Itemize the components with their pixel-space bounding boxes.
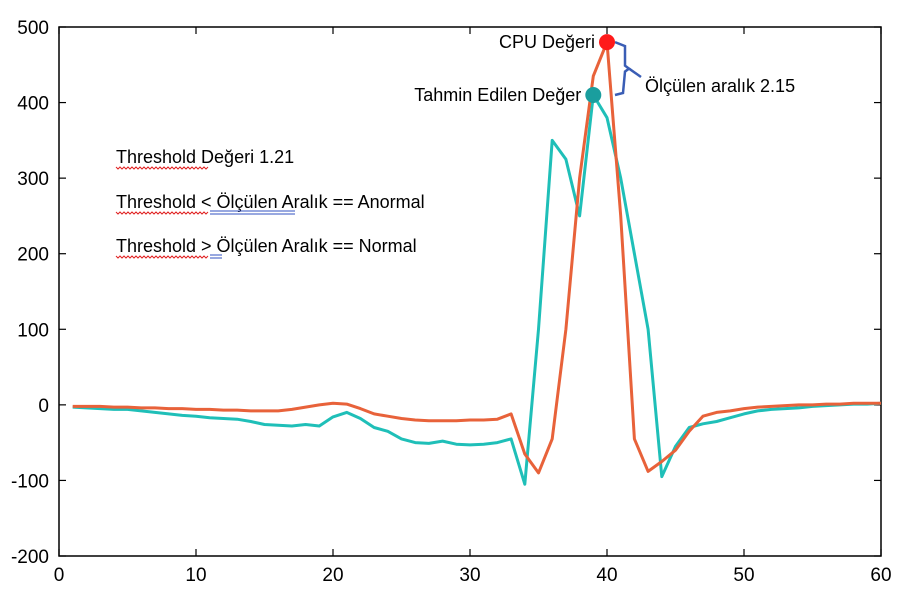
- marker-label: CPU Değeri: [499, 32, 595, 52]
- marker-point: [585, 87, 602, 104]
- markers: CPU Değeri Tahmin Edilen Değer: [414, 32, 642, 105]
- spellcheck-wavy-underline: [115, 166, 209, 170]
- x-tick-label: 60: [870, 565, 891, 586]
- spellcheck-wavy-underline: [115, 211, 209, 215]
- series-lines: [72, 40, 882, 486]
- x-tick-label: 20: [322, 565, 343, 586]
- range-bracket-connector: [628, 67, 642, 79]
- axis-ticks: 0 10 20 30 40 50 60 500 400 300 200 100 0 -100 -200: [11, 18, 892, 586]
- range-label: Ölçülen aralık 2.15: [645, 76, 795, 96]
- y-tick-label: 300: [17, 169, 49, 190]
- range-bracket: [614, 40, 632, 97]
- series-line-1: [72, 93, 882, 486]
- y-tick-label: 0: [38, 396, 49, 417]
- x-tick-label: 50: [733, 565, 754, 586]
- spellcheck-wavy-underline: [115, 255, 209, 259]
- x-tick-label: 10: [185, 565, 206, 586]
- y-tick-label: 400: [17, 94, 49, 115]
- y-tick-label: -200: [11, 547, 49, 568]
- y-tick-label: 200: [17, 245, 49, 266]
- y-tick-label: 500: [17, 18, 49, 39]
- y-tick-label: -100: [11, 471, 49, 492]
- marker-point: [599, 34, 615, 51]
- series-line-2: [72, 40, 881, 475]
- annotation-anormal-rule: Threshold < Ölçülen Aralık == Anormal: [116, 192, 425, 212]
- annotation-normal-rule: Threshold > Ölçülen Aralık == Normal: [116, 236, 417, 256]
- y-tick-label: 100: [17, 320, 49, 341]
- plot-frame: [58, 26, 882, 557]
- marker-label: Tahmin Edilen Değer: [414, 85, 581, 105]
- x-tick-label: 40: [596, 565, 617, 586]
- spellcheck-underlines: [115, 166, 295, 259]
- annotation-threshold-value: Threshold Değeri 1.21: [116, 147, 294, 167]
- x-tick-label: 0: [54, 565, 65, 586]
- x-tick-label: 30: [459, 565, 480, 586]
